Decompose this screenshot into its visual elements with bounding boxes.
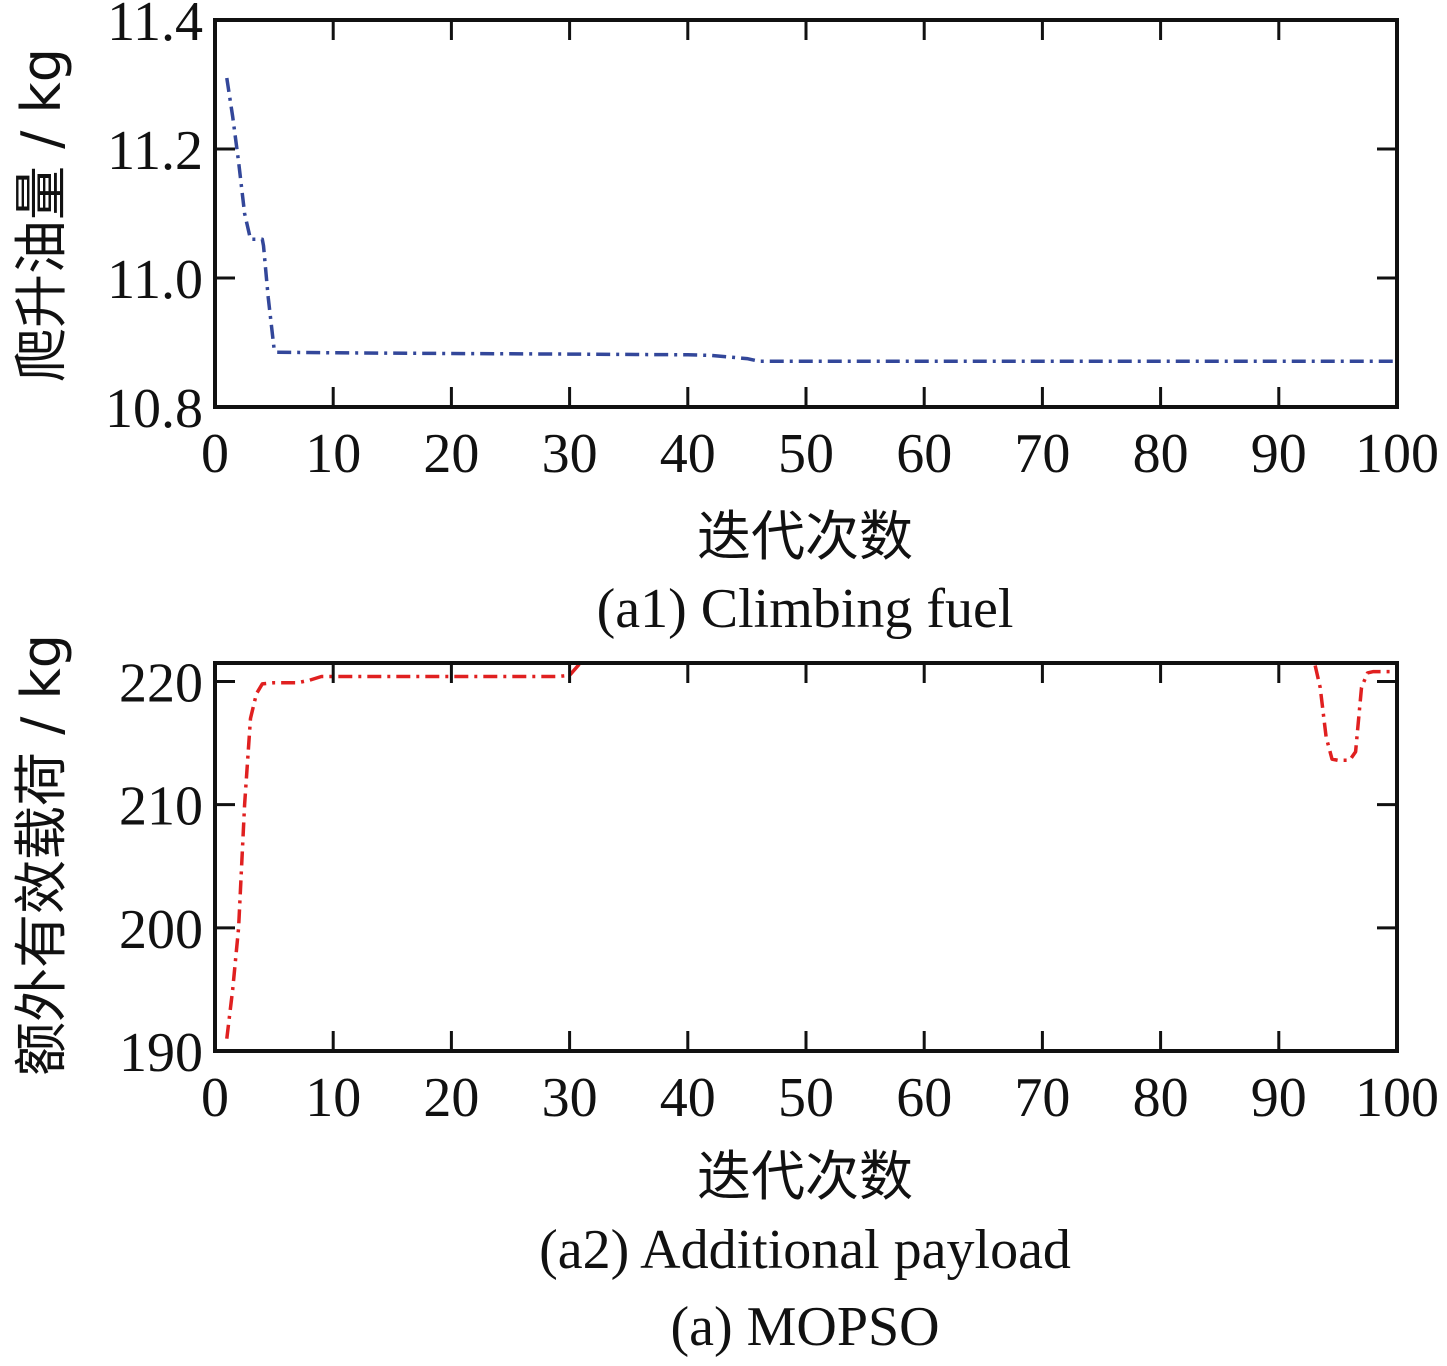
series-line-0 [225, 77, 1397, 363]
y-tick-label: 11.4 [107, 0, 203, 53]
x-tick-label: 30 [542, 1067, 598, 1129]
x-tick-label: 40 [660, 423, 716, 485]
y-tick-label: 220 [119, 652, 203, 714]
y-tick-label: 200 [119, 899, 203, 961]
x-axis-title: 迭代次数 [697, 505, 913, 568]
plot-frame [213, 661, 1399, 1053]
x-tick-label: 90 [1251, 423, 1307, 485]
x-tick-label: 80 [1133, 1067, 1189, 1129]
x-tick-label: 50 [778, 423, 834, 485]
x-tick-label: 10 [305, 423, 361, 485]
x-tick-label: 100 [1355, 423, 1439, 485]
y-axis-title: 爬升油量 / kg [10, 48, 73, 382]
x-tick-label: 10 [305, 1067, 361, 1129]
x-tick-label: 20 [423, 1067, 479, 1129]
y-tick-label: 11.2 [107, 120, 203, 182]
x-tick-label: 20 [423, 423, 479, 485]
x-tick-label: 90 [1251, 1067, 1307, 1129]
chart-caption: (a1) Climbing fuel [597, 578, 1014, 640]
y-tick-label: 10.8 [105, 378, 203, 440]
y-tick-label: 210 [119, 776, 203, 838]
x-tick-label: 30 [542, 423, 598, 485]
y-tick-label: 190 [119, 1022, 203, 1084]
chart-climbing-fuel: 0 10 20 30 40 50 60 70 80 90 100 10.8 11.0 11.2 11.4 迭… [10, 0, 1439, 640]
y-axis-title: 额外有效载荷 / kg [10, 634, 73, 1076]
x-tick-label: 60 [896, 1067, 952, 1129]
x-tick-label: 80 [1133, 423, 1189, 485]
x-axis-title: 迭代次数 [697, 1145, 913, 1208]
plot-frame [213, 18, 1399, 409]
x-tick-label: 100 [1355, 1067, 1439, 1129]
x-tick-label: 0 [201, 423, 229, 485]
figure-caption: (a) MOPSO [670, 1296, 939, 1358]
x-tick-label: 0 [201, 1067, 229, 1129]
x-tick-label: 40 [660, 1067, 716, 1129]
y-tick-label: 11.0 [107, 249, 203, 311]
x-tick-label: 70 [1014, 423, 1070, 485]
series-line-0 [225, 663, 1397, 1039]
x-tick-label: 50 [778, 1067, 834, 1129]
x-tick-label: 70 [1014, 1067, 1070, 1129]
x-tick-label: 60 [896, 423, 952, 485]
chart-caption: (a2) Additional payload [539, 1219, 1071, 1281]
